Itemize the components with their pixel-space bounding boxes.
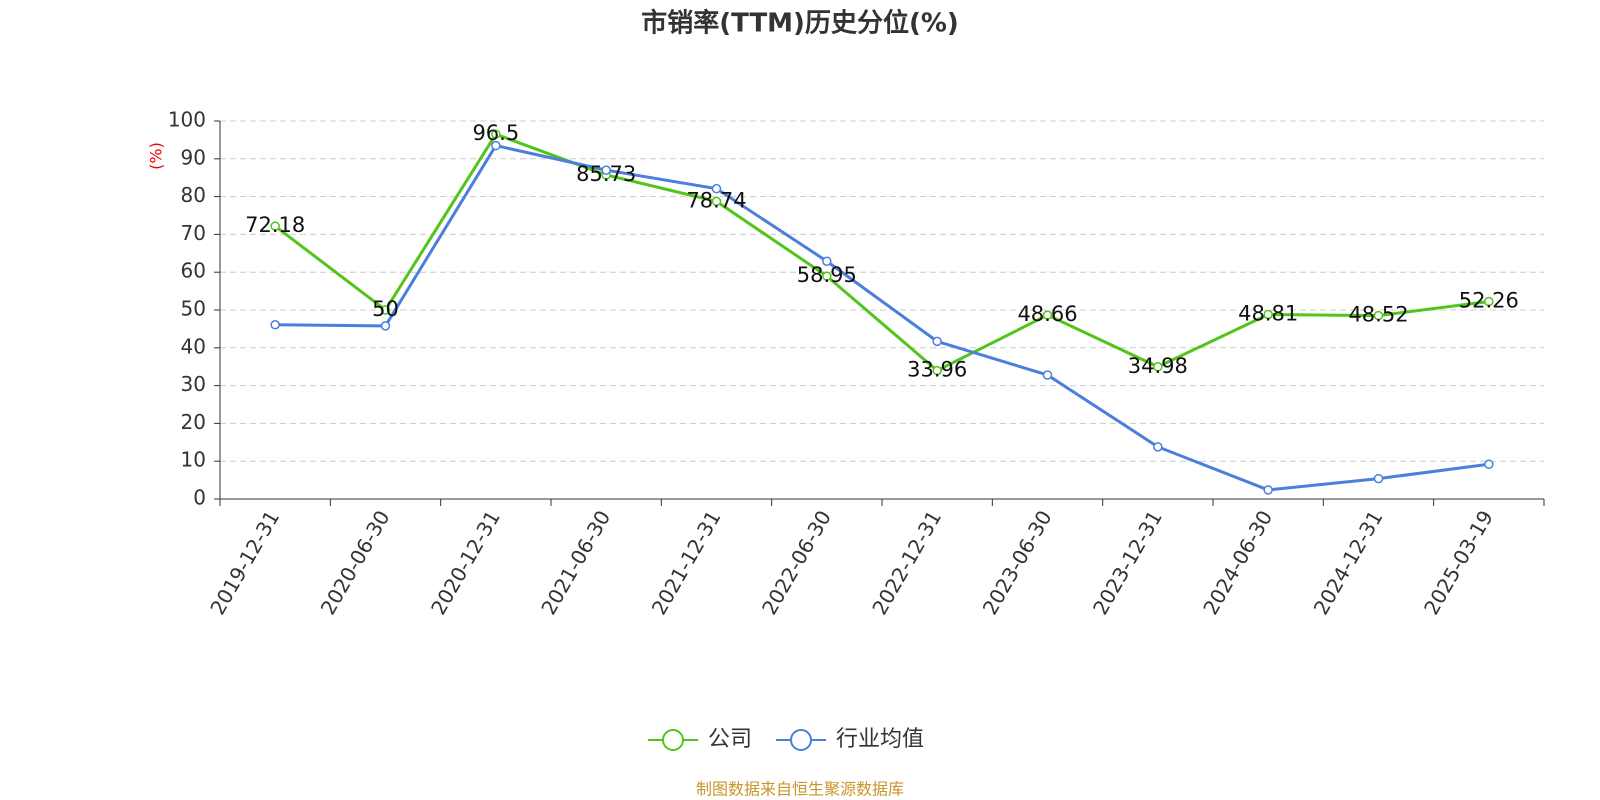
y-tick-label: 10 bbox=[181, 448, 206, 472]
x-tick-label: 2021-12-31 bbox=[647, 506, 726, 619]
legend-label: 行业均值 bbox=[836, 727, 924, 752]
data-point bbox=[822, 256, 832, 266]
x-tick-label: 2023-06-30 bbox=[978, 506, 1057, 619]
data-point bbox=[491, 140, 501, 151]
data-label: 52.26 bbox=[1459, 288, 1519, 312]
x-tick-label: 2019-12-31 bbox=[205, 506, 284, 619]
data-point bbox=[1153, 442, 1163, 452]
legend-marker bbox=[790, 729, 812, 751]
data-point bbox=[932, 336, 942, 347]
source-note: 制图数据来自恒生聚源数据库 bbox=[696, 780, 904, 799]
data-point bbox=[932, 365, 942, 376]
data-label: 96.5 bbox=[472, 121, 519, 145]
y-tick-label: 100 bbox=[168, 108, 206, 132]
x-tick-label: 2024-12-31 bbox=[1309, 506, 1388, 619]
y-tick-label: 70 bbox=[181, 221, 206, 245]
data-label: 48.81 bbox=[1238, 301, 1298, 325]
data-label: 34.98 bbox=[1128, 354, 1188, 378]
data-label: 58.95 bbox=[797, 263, 857, 287]
data-point bbox=[601, 165, 611, 175]
y-tick-label: 50 bbox=[181, 297, 206, 321]
data-label: 50 bbox=[372, 297, 399, 321]
data-point bbox=[1153, 362, 1163, 372]
data-point bbox=[822, 271, 832, 281]
y-tick-label: 80 bbox=[181, 183, 206, 207]
data-point bbox=[1373, 310, 1384, 321]
data-label: 72.18 bbox=[245, 213, 305, 237]
data-point bbox=[1373, 473, 1384, 484]
data-label: 78.74 bbox=[686, 188, 746, 212]
x-tick-label: 2020-12-31 bbox=[426, 506, 505, 619]
y-axis-label: (%) bbox=[147, 142, 166, 170]
data-point bbox=[270, 319, 280, 330]
x-tick-label: 2020-06-30 bbox=[316, 506, 395, 619]
data-point bbox=[711, 183, 722, 194]
data-point bbox=[380, 321, 391, 331]
x-tick-label: 2021-06-30 bbox=[536, 506, 615, 619]
series-line bbox=[275, 143, 1490, 492]
data-point bbox=[711, 196, 722, 207]
data-point bbox=[1484, 296, 1494, 307]
x-tick-label: 2024-06-30 bbox=[1198, 506, 1277, 619]
y-tick-label: 20 bbox=[181, 410, 206, 434]
y-tick-label: 90 bbox=[181, 145, 206, 169]
y-tick-label: 0 bbox=[193, 486, 206, 510]
data-label: 33.96 bbox=[907, 358, 967, 382]
series-line bbox=[274, 132, 1490, 373]
data-point bbox=[270, 221, 280, 231]
x-tick-label: 2025-03-19 bbox=[1419, 506, 1498, 619]
y-tick-label: 30 bbox=[181, 372, 206, 396]
data-point bbox=[380, 305, 391, 315]
data-point bbox=[1263, 485, 1273, 495]
legend-label: 公司 bbox=[708, 727, 752, 752]
data-point bbox=[1042, 370, 1053, 380]
data-label: 48.52 bbox=[1348, 303, 1408, 327]
data-point bbox=[1042, 310, 1053, 320]
legend-marker bbox=[662, 729, 684, 751]
data-point bbox=[491, 129, 501, 139]
data-point bbox=[1484, 459, 1494, 469]
x-tick-label: 2023-12-31 bbox=[1088, 506, 1167, 619]
data-label: 85.73 bbox=[576, 162, 636, 186]
y-tick-label: 60 bbox=[181, 259, 206, 283]
x-tick-label: 2022-06-30 bbox=[757, 506, 836, 619]
chart-title: 市销率(TTM)历史分位(%) bbox=[641, 8, 959, 39]
data-point bbox=[1263, 309, 1273, 320]
data-label: 48.66 bbox=[1017, 302, 1077, 326]
y-tick-label: 40 bbox=[181, 334, 206, 358]
x-tick-label: 2022-12-31 bbox=[867, 506, 946, 619]
